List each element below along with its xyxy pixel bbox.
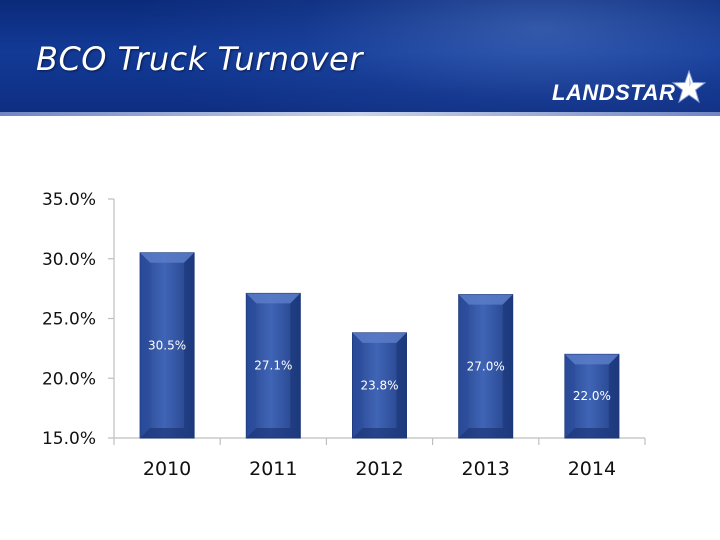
bar-bevel-top [246,293,301,304]
bar-bevel-left [246,293,257,438]
bar-bevel-left [140,252,151,438]
header-divider [0,112,720,116]
x-tick-label: 2011 [249,458,297,480]
bar-bevel-left [458,294,469,438]
slide-title: BCO Truck Turnover [36,40,363,78]
bar [245,292,301,439]
x-tick-label: 2013 [462,458,510,480]
bar-bevel-top [352,332,407,343]
bar-bevel-left [564,354,575,438]
bar-bevel-right [290,293,301,438]
data-label: 23.8% [360,378,398,392]
bar-bevel-right [502,294,513,438]
y-tick-label: 15.0% [42,429,96,449]
y-tick-label: 20.0% [42,369,96,389]
landstar-logo-text: LANDSTAR [552,80,676,105]
landstar-star-icon [672,70,706,104]
bar-bevel-bottom [564,428,619,438]
y-tick-label: 25.0% [42,310,96,330]
bar-bevel-right [184,252,195,438]
bar [458,294,514,439]
bar-bevel-bottom [352,428,407,438]
x-tick-label: 2014 [568,458,616,480]
bar [352,332,407,439]
x-tick-label: 2010 [143,458,191,480]
bar-bevel-right [396,332,407,438]
y-tick-label: 30.0% [42,250,96,270]
bar-bevel-bottom [246,428,301,438]
slide-header [0,0,720,116]
bar-bevel-bottom [140,428,195,438]
x-tick-label: 2012 [355,458,403,480]
bar [139,252,195,439]
data-label: 27.1% [254,359,292,373]
header-swoosh [120,0,720,116]
data-label: 30.5% [148,338,186,352]
bar-bevel-top [458,294,513,305]
y-tick-label: 35.0% [42,190,96,210]
data-label: 22.0% [573,389,611,403]
bar-bevel-top [140,252,195,263]
bar [564,353,620,439]
bar-bevel-top [564,354,619,365]
data-label: 27.0% [467,359,505,373]
bar-bevel-right [608,354,619,438]
bar-bevel-bottom [458,428,513,438]
bar-bevel-left [352,332,363,438]
